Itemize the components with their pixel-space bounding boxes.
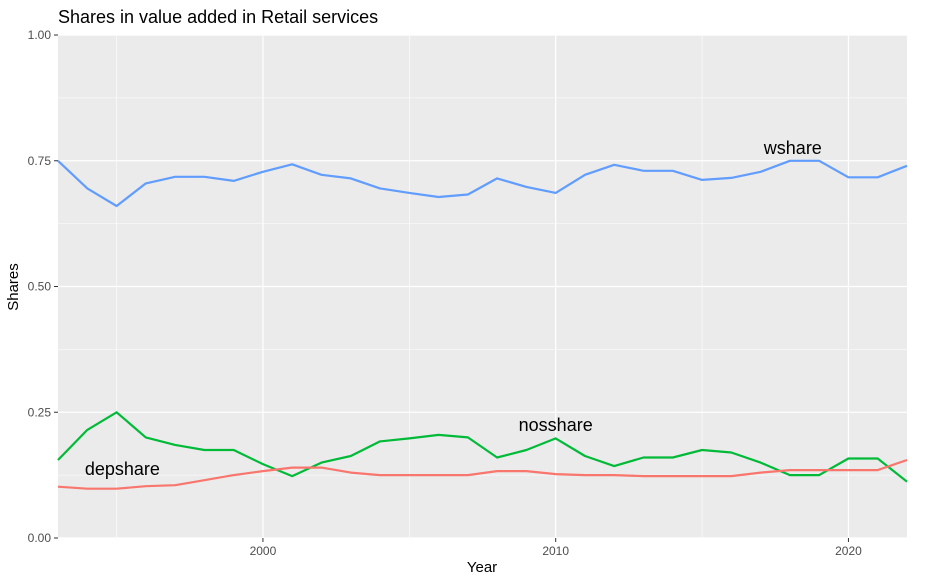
annotation-nosshare: nosshare: [519, 415, 593, 435]
y-tick-label: 0.25: [28, 405, 52, 419]
x-axis-title: Year: [467, 559, 497, 576]
y-tick-label: 0.00: [28, 531, 52, 545]
x-axis: 2000 2010 2020: [250, 538, 862, 558]
series-line-nosshare: [57, 411, 908, 483]
x-tick-label: 2000: [250, 544, 277, 558]
y-tick-label: 0.75: [28, 154, 52, 168]
chart-title: Shares in value added in Retail services: [58, 7, 378, 27]
y-tick-label: 1.00: [28, 28, 52, 42]
grid-major: [58, 34, 907, 539]
x-tick-label: 2010: [542, 544, 569, 558]
y-tick-label: 0.50: [28, 280, 52, 294]
annotations: wshare nosshare depshare: [85, 138, 822, 479]
series-line-depshare: [57, 458, 908, 490]
annotation-depshare: depshare: [85, 459, 160, 479]
series-line-wshare: [57, 159, 908, 208]
series-lines: [57, 159, 908, 490]
y-axis-title: Shares: [5, 263, 22, 311]
x-tick-label: 2020: [835, 544, 862, 558]
y-axis: 0.00 0.25 0.50 0.75 1.00: [28, 28, 58, 545]
annotation-wshare: wshare: [763, 138, 822, 158]
